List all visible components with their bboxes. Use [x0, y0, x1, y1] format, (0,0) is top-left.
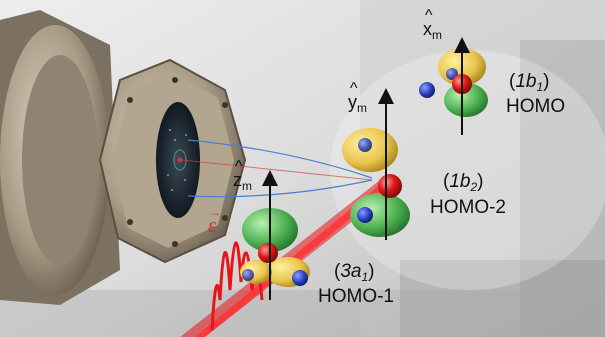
vacuum-chamber	[0, 10, 247, 305]
orbital-label-1b2: (1b2)	[443, 171, 484, 194]
axis-label-zm: ^ zm	[233, 158, 252, 193]
hat: ^	[235, 158, 243, 175]
hat: ^	[425, 7, 433, 24]
axis-label-ym: ^ ym	[348, 80, 367, 115]
orbital-name-homo-1: HOMO-1	[318, 286, 394, 307]
orbital-3a1	[240, 170, 310, 300]
orbital-label-1b1: (1b1)	[509, 71, 550, 94]
orbital-name-homo: HOMO	[506, 96, 566, 117]
orbital-label-3a1: (3a1)	[334, 261, 375, 284]
orbital-1b2	[342, 88, 410, 240]
hat: ^	[350, 80, 358, 97]
vector-arrow: →	[209, 205, 221, 219]
orbital-1b1	[419, 37, 488, 135]
orbital-name-homo-2: HOMO-2	[430, 197, 506, 218]
electric-field-label: → ε	[208, 205, 221, 237]
axis-label-xm: ^ xm	[423, 7, 442, 42]
